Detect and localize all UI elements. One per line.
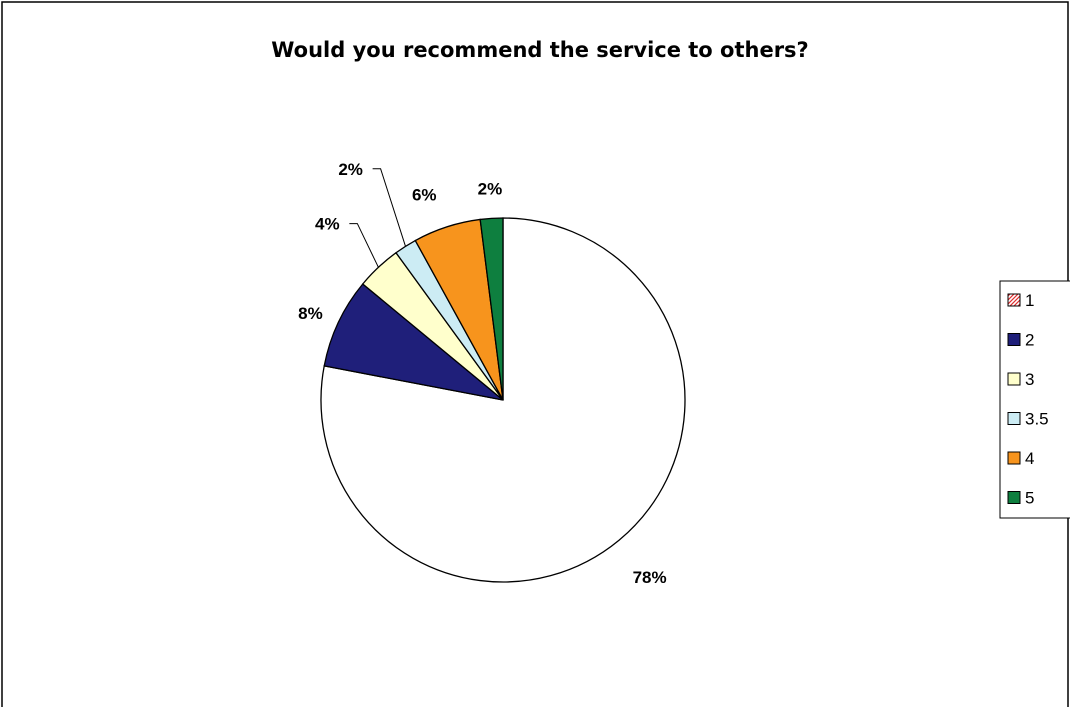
leader-line-3-5 [372, 168, 406, 247]
legend-box [999, 280, 1070, 519]
legend-swatch-4 [1007, 451, 1021, 465]
data-label-3-5: 2% [338, 160, 363, 179]
legend-swatch-2 [1007, 333, 1021, 346]
data-label-4: 6% [412, 186, 437, 205]
chart-title: Would you recommend the service to other… [271, 38, 809, 62]
data-labels: 78% 8% 4% 2% 6% 2% [298, 160, 666, 587]
legend-label-3-5: 3.5 [1025, 410, 1049, 429]
pie-slices [320, 217, 686, 583]
legend-label-4: 4 [1025, 449, 1034, 468]
leader-line-3 [349, 223, 379, 268]
pie-slice-2 [323, 283, 504, 401]
leader-lines [349, 168, 406, 268]
pie-slice-5 [479, 217, 504, 401]
legend-swatch-5 [1007, 491, 1021, 504]
data-label-3: 4% [315, 215, 340, 234]
legend-swatch-1 [1007, 293, 1021, 307]
pie-slice-1 [320, 217, 686, 583]
legend-label-3: 3 [1025, 370, 1034, 389]
data-label-1: 78% [633, 568, 667, 587]
legend-label-2: 2 [1025, 331, 1034, 350]
legend-label-1: 1 [1025, 291, 1034, 310]
legend-swatch-3-5 [1007, 412, 1021, 425]
data-label-5: 2% [478, 179, 503, 198]
legend-label-5: 5 [1025, 489, 1034, 508]
legend-swatch-3 [1007, 372, 1021, 386]
data-label-2: 8% [298, 304, 323, 323]
legend: 1 2 3 3.5 4 5 [999, 280, 1070, 519]
